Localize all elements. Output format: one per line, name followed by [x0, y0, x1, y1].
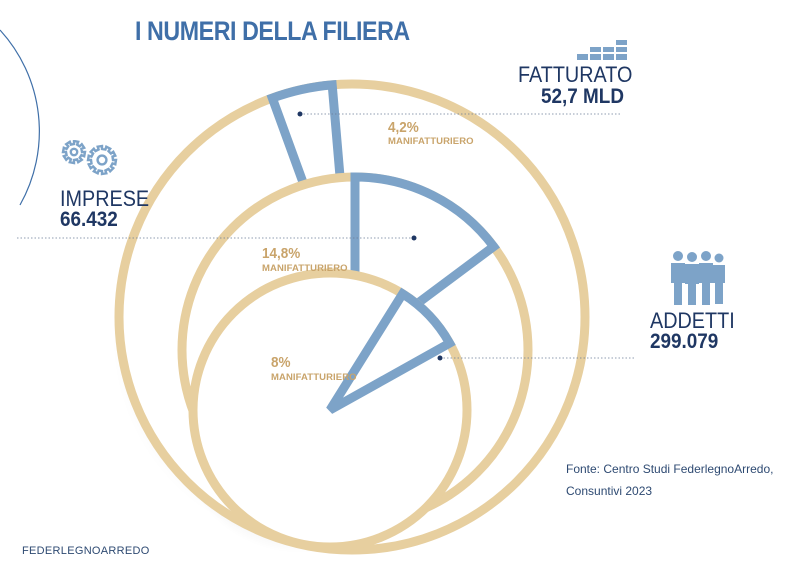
fatturato-segment-label: MANIFATTURIERO [388, 136, 474, 147]
imprese-segment-label: MANIFATTURIERO [262, 263, 348, 274]
fatturato-label: FATTURATO [518, 62, 633, 87]
addetti-value: 299.079 [650, 330, 719, 353]
addetti-pie [188, 268, 472, 552]
page-title: I NUMERI DELLA FILIERA [135, 16, 410, 46]
source-line-1: Fonte: Centro Studi FederlegnoArredo, [566, 462, 774, 476]
imprese-leader-dot [411, 235, 417, 241]
fatturato-percent: 4,2% [388, 119, 419, 136]
decorative-arc [0, 29, 40, 206]
addetti-label: ADDETTI [650, 308, 735, 333]
imprese-percent: 14,8% [262, 245, 301, 262]
imprese-value: 66.432 [60, 208, 118, 231]
people-icon [671, 251, 725, 305]
imprese-label: IMPRESE [60, 186, 150, 211]
source-line-2: Consuntivi 2023 [566, 484, 653, 498]
bar-stack-icon [577, 40, 627, 60]
addetti-percent: 8% [271, 354, 291, 371]
gears-icon [61, 140, 118, 176]
addetti-leader-dot [437, 355, 443, 361]
fatturato-value: 52,7 MLD [541, 85, 624, 108]
brand-footer: FEDERLEGNOARREDO [22, 545, 150, 557]
fatturato-leader-dot [297, 111, 303, 117]
addetti-segment-label: MANIFATTURIERO [271, 372, 357, 383]
addetti-slice [326, 287, 456, 414]
